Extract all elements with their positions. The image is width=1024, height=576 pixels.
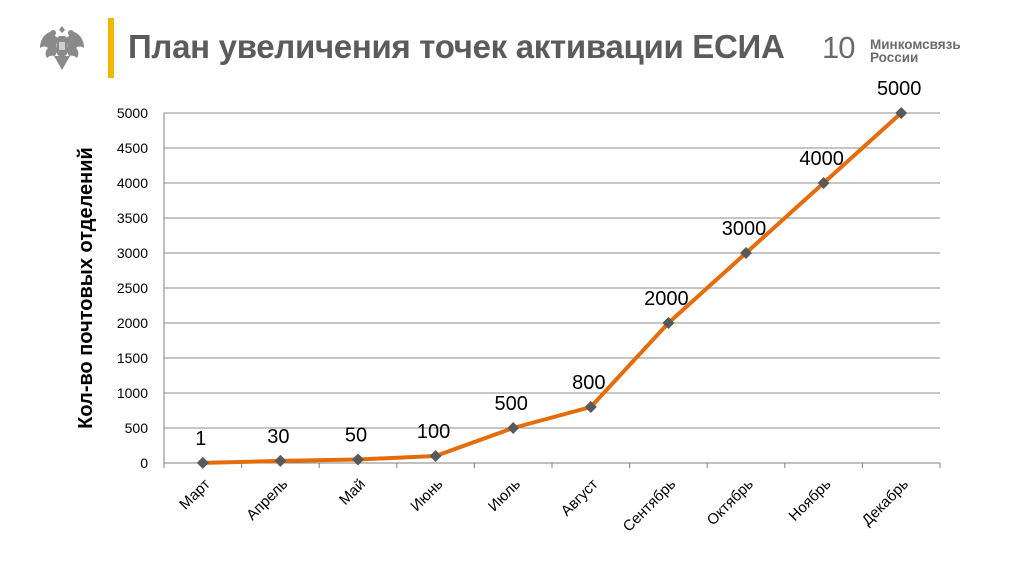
slide-title: План увеличения точек активации ЕСИА bbox=[128, 28, 785, 65]
data-label: 800 bbox=[572, 372, 605, 394]
y-tick-label: 0 bbox=[140, 455, 148, 471]
x-tick-label: Июнь bbox=[407, 476, 446, 515]
y-tick-label: 5000 bbox=[117, 105, 148, 121]
ministry-logo-text: Минкомсвязь России bbox=[870, 37, 961, 65]
data-label: 4000 bbox=[799, 148, 844, 170]
data-point-marker bbox=[817, 177, 830, 189]
x-tick-label: Декабрь bbox=[859, 476, 913, 530]
x-tick-label: Август bbox=[558, 476, 602, 520]
data-label: 100 bbox=[417, 421, 450, 443]
data-point-marker bbox=[507, 422, 520, 434]
data-label: 50 bbox=[345, 425, 367, 447]
data-label: 30 bbox=[267, 426, 289, 448]
x-tick-label: Май bbox=[336, 476, 369, 509]
data-point-marker bbox=[274, 454, 287, 467]
data-label: 1 bbox=[195, 428, 206, 450]
title-accent-bar bbox=[108, 18, 114, 78]
data-point-marker bbox=[895, 107, 908, 119]
russian-eagle-emblem-icon bbox=[40, 26, 84, 70]
y-tick-label: 2500 bbox=[117, 280, 148, 296]
series-line bbox=[202, 111, 903, 465]
y-tick-label: 3000 bbox=[117, 245, 148, 261]
data-point-marker bbox=[429, 450, 442, 462]
x-tick-label: Март bbox=[176, 476, 213, 513]
data-point-marker bbox=[196, 456, 209, 469]
slide-number: 10 bbox=[822, 30, 855, 65]
data-point-marker bbox=[662, 317, 675, 329]
ministry-line-2: России bbox=[870, 50, 919, 65]
y-tick-label: 2000 bbox=[117, 315, 148, 331]
x-tick-label: Октябрь bbox=[704, 476, 757, 529]
data-point-marker bbox=[352, 453, 364, 466]
y-tick-label: 3500 bbox=[117, 210, 148, 226]
x-tick-label: Июль bbox=[485, 476, 524, 515]
y-tick-label: 500 bbox=[125, 420, 149, 436]
x-tick-label: Апрель bbox=[243, 476, 291, 524]
data-point-marker bbox=[584, 401, 597, 413]
y-tick-label: 1500 bbox=[117, 350, 148, 366]
x-tick-label: Ноябрь bbox=[786, 476, 835, 525]
y-axis-title: Кол-во почтовых отделений bbox=[75, 147, 97, 429]
data-label: 5000 bbox=[877, 78, 922, 100]
ministry-line-1: Минкомсвязь bbox=[870, 37, 961, 52]
data-point-marker bbox=[740, 247, 752, 259]
y-tick-label: 4000 bbox=[117, 175, 148, 191]
y-tick-label: 4500 bbox=[117, 140, 148, 156]
x-tick-label: Сентябрь bbox=[620, 476, 680, 536]
data-label: 500 bbox=[495, 393, 528, 415]
data-label: 2000 bbox=[644, 288, 689, 310]
data-label: 3000 bbox=[722, 218, 767, 240]
y-tick-label: 1000 bbox=[117, 385, 148, 401]
